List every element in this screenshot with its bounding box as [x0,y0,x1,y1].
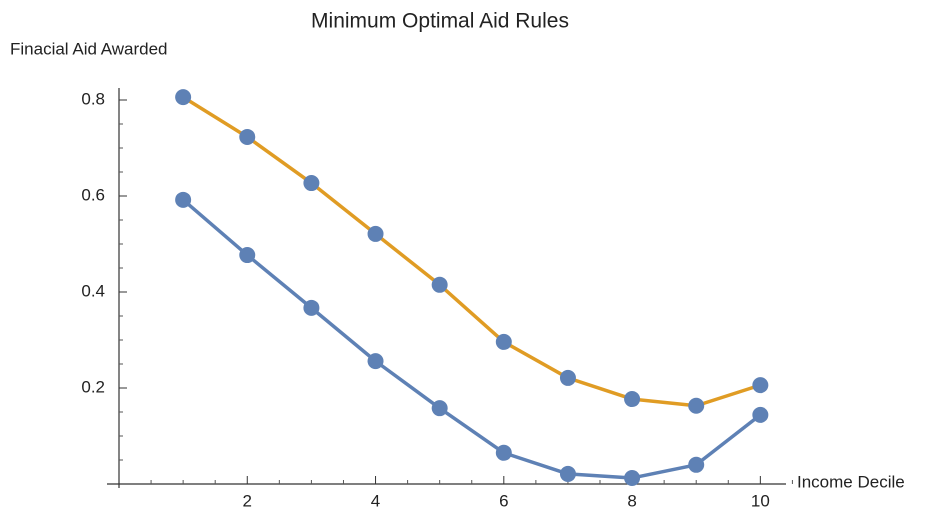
data-point [367,225,384,242]
y-tick-label: 0.6 [81,185,105,204]
data-point [431,276,448,293]
data-point [495,444,512,461]
data-point [367,353,384,370]
x-tick-label: 6 [499,491,508,510]
x-tick-label: 4 [371,491,380,510]
x-axis-label: Income Decile [797,472,905,491]
series-line [181,198,762,480]
data-point [239,247,256,264]
data-point [752,377,769,394]
data-point [303,175,320,192]
data-point [688,397,705,414]
data-point [688,456,705,473]
data-point [495,333,512,350]
x-tick-label: 10 [751,491,770,510]
y-tick-label: 0.4 [81,281,105,300]
y-tick-label: 0.2 [81,377,105,396]
data-point [175,191,192,208]
data-point [431,400,448,417]
data-point [624,391,641,408]
x-tick-label: 2 [243,491,252,510]
data-point [239,128,256,145]
data-point [303,299,320,316]
series-line [182,95,761,408]
data-point [624,470,641,486]
data-point [559,369,576,386]
data-point [752,406,769,423]
chart-title: Minimum Optimal Aid Rules [311,10,569,33]
y-tick-label: 0.8 [81,89,105,108]
y-axis-label: Finacial Aid Awarded [10,39,168,58]
data-point [559,465,576,482]
x-tick-label: 8 [627,491,636,510]
data-point [175,89,192,106]
